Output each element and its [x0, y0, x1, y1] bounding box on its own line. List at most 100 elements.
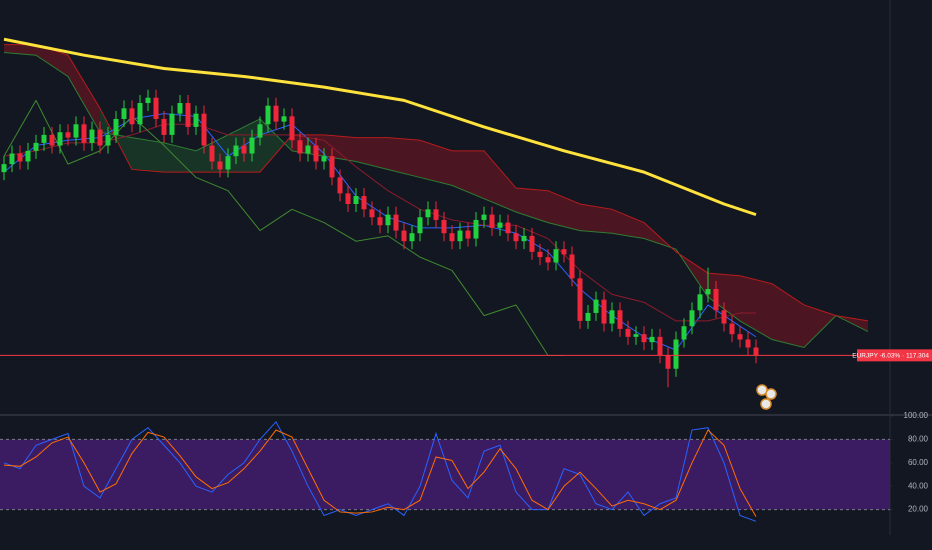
y-tick-label: 80.00 — [908, 435, 929, 444]
candle-body — [721, 310, 727, 324]
candle-body — [377, 217, 383, 226]
candle-body — [33, 142, 39, 151]
candle-body — [329, 156, 335, 178]
cloud-segment — [804, 304, 836, 348]
stoch-layer — [0, 415, 893, 522]
candle-body — [689, 310, 695, 327]
candle-body — [609, 310, 615, 324]
cloud-edge — [4, 44, 869, 322]
candle-body — [137, 103, 143, 125]
icon — [765, 388, 777, 400]
candle-body — [17, 153, 23, 162]
y-tick-label: 40.00 — [908, 481, 929, 490]
indicator-line — [3, 123, 756, 322]
candle-body — [129, 108, 135, 125]
candle-body — [665, 355, 671, 369]
candle-body — [193, 113, 199, 127]
candle-body — [625, 328, 631, 337]
y-tick-label: 100.00 — [904, 411, 929, 420]
candle-body — [217, 161, 223, 170]
candle-body — [113, 118, 119, 135]
candle-body — [529, 235, 535, 252]
cloud-segment — [580, 204, 612, 234]
candle-body — [345, 193, 351, 204]
labels-layer: EURJPY -6.03% · 117.304 20.00 40.00 60.00 80… — [852, 349, 932, 514]
candle-body — [273, 105, 279, 122]
candle-body — [729, 323, 735, 335]
indicator-icons — [756, 384, 777, 410]
candles-layer — [0, 89, 890, 388]
cloud-segment — [132, 137, 164, 173]
candle-body — [233, 145, 239, 157]
cloud-segment — [452, 150, 484, 199]
cloud-layer — [3, 44, 869, 349]
candle-body — [49, 134, 55, 146]
candle-body — [385, 214, 391, 226]
candle-body — [673, 339, 679, 369]
candle-body — [537, 251, 543, 258]
candle-body — [9, 153, 15, 165]
candle-body — [417, 217, 423, 234]
candle-body — [105, 134, 111, 146]
candle-body — [753, 347, 759, 356]
candle-body — [737, 334, 743, 340]
candle-body — [89, 129, 95, 143]
cloud-segment — [388, 137, 420, 178]
y-tick-label: 60.00 — [908, 458, 929, 467]
candle-body — [617, 310, 623, 329]
candle-body — [57, 132, 63, 146]
candle-body — [441, 219, 447, 234]
cloud-segment — [164, 142, 196, 173]
candle-body — [393, 214, 399, 231]
stoch-line — [3, 420, 757, 522]
candle-body — [561, 249, 567, 255]
cloud-segment — [356, 137, 388, 170]
candle-body — [337, 177, 343, 194]
candle-body — [577, 278, 583, 321]
candle-body — [209, 145, 215, 162]
candle-body — [177, 103, 183, 114]
stoch-band — [0, 439, 890, 510]
candle-body — [481, 214, 487, 220]
icon — [760, 398, 772, 410]
candle-body — [313, 145, 319, 162]
candle-body — [65, 132, 71, 138]
candle-body — [681, 326, 687, 340]
candle-body — [281, 116, 287, 122]
candle-body — [497, 222, 503, 228]
candle-body — [473, 219, 479, 239]
last-price-badge — [857, 349, 932, 362]
candle-body — [297, 140, 303, 154]
candle-body — [161, 118, 167, 135]
candle-body — [513, 233, 519, 242]
candle-body — [457, 230, 463, 242]
cloud-segment — [4, 44, 36, 56]
candle-body — [41, 134, 47, 143]
candle-body — [201, 113, 207, 146]
candle-body — [265, 105, 271, 125]
indicator-line — [3, 37, 757, 217]
candle-body — [97, 129, 103, 146]
candle-body — [433, 209, 439, 220]
candle-body — [713, 289, 719, 311]
candle-body — [25, 150, 31, 162]
candle-body — [545, 257, 551, 263]
candle-body — [369, 209, 375, 218]
cloud-segment — [484, 150, 516, 212]
candle-body — [521, 235, 527, 242]
candle-body — [409, 233, 415, 242]
candle-body — [425, 209, 431, 218]
candle-body — [145, 97, 151, 104]
candle-body — [1, 164, 7, 173]
cloud-segment — [548, 190, 580, 231]
cloud-segment — [420, 140, 452, 186]
candle-body — [649, 336, 655, 343]
candle-body — [449, 233, 455, 242]
candle-body — [361, 196, 367, 210]
candle-body — [505, 222, 511, 234]
candle-body — [73, 124, 79, 138]
cloud-segment — [612, 209, 644, 239]
candle-body — [465, 230, 471, 239]
